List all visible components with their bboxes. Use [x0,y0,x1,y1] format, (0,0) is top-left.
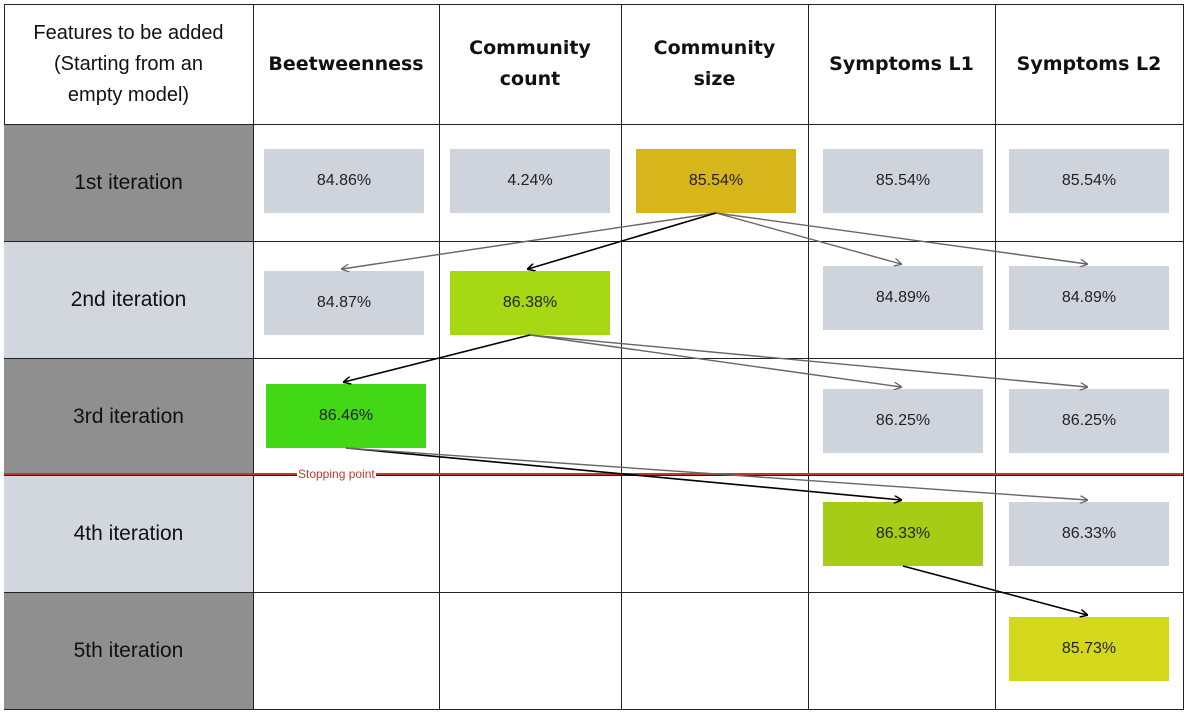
column-header-line: Community [653,37,776,59]
column-header-line: Symptoms L1 [829,52,974,75]
best-score-cell: 86.38% [450,271,610,335]
score-cell: 84.89% [1009,266,1169,330]
corner-header-line: empty model) [67,83,190,106]
score-cell: 4.24% [450,149,610,213]
row-header-iteration-4: 4th iteration [4,476,253,592]
score-cell: 84.87% [264,271,424,335]
grid-line [4,592,1184,593]
column-header-community-count: Community count [439,4,621,124]
column-header-line: size [693,68,736,90]
stopping-point-label: Stopping point [297,467,376,481]
selection-arrow [529,334,901,387]
score-cell: 84.86% [264,149,424,213]
column-header-line: Symptoms L2 [1016,52,1162,75]
corner-header-line: Features to be added [33,21,224,44]
column-header-symptoms-l2: Symptoms L2 [995,4,1183,124]
selection-arrow [345,447,901,500]
corner-header-line: (Starting from an [54,52,203,75]
selection-arrow [715,212,1087,264]
column-header-symptoms-l1: Symptoms L1 [808,4,995,124]
column-header-betweenness: Beetweenness [253,4,439,124]
score-cell: 85.54% [1009,149,1169,213]
grid-line [1183,4,1184,710]
corner-header: Features to be added (Starting from an e… [4,4,253,124]
grid-line [4,709,1184,710]
grid-line [4,124,1184,125]
row-header-iteration-5: 5th iteration [4,593,253,709]
score-cell: 86.25% [823,389,983,453]
column-header-community-size: Community size [621,4,808,124]
column-header-line: Community [469,37,591,59]
column-header-line: Beetweenness [268,52,424,75]
best-score-cell: 86.33% [823,502,983,566]
row-header-iteration-1: 1st iteration [4,125,253,241]
row-header-iteration-3: 3rd iteration [4,359,253,475]
score-cell: 86.25% [1009,389,1169,453]
row-header-iteration-2: 2nd iteration [4,242,253,358]
column-header-line: count [499,68,561,90]
score-cell: 86.33% [1009,502,1169,566]
best-score-cell: 85.54% [636,149,796,213]
selection-arrow [345,447,1087,500]
best-score-cell: 86.46% [266,384,426,448]
score-cell: 84.89% [823,266,983,330]
grid-line [253,4,254,710]
grid-line [4,4,1184,5]
score-cell: 85.54% [823,149,983,213]
best-score-cell: 85.73% [1009,617,1169,681]
